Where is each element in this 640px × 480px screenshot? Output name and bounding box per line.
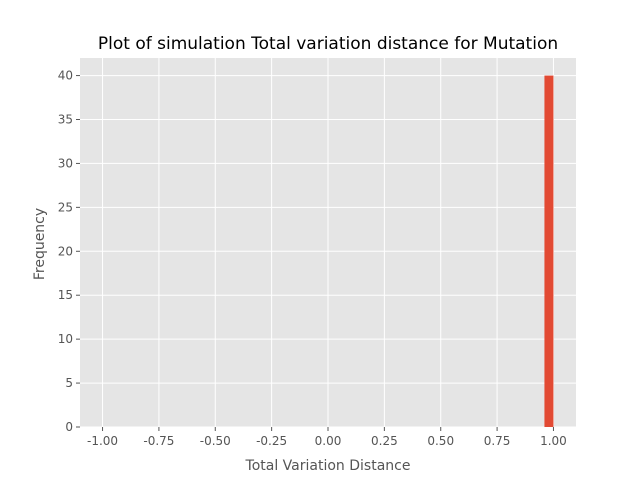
y-tick-label: 15: [58, 288, 73, 302]
x-tick-label: -0.25: [256, 434, 287, 448]
x-tick-label: -0.50: [200, 434, 231, 448]
x-tick-label: 0.25: [371, 434, 398, 448]
x-tick-label: -1.00: [87, 434, 118, 448]
y-tick-label: 20: [58, 244, 73, 258]
y-tick-label: 25: [58, 200, 73, 214]
bars: [544, 75, 554, 428]
x-tick-label: 1.00: [540, 434, 567, 448]
y-tick-label: 35: [58, 113, 73, 127]
y-tick-label: 10: [58, 332, 73, 346]
x-tick-label: 0.00: [315, 434, 342, 448]
y-tick-label: 30: [58, 156, 73, 170]
y-tick-label: 5: [65, 376, 73, 390]
y-tick-label: 40: [58, 69, 73, 83]
chart-title: Plot of simulation Total variation dista…: [98, 34, 558, 54]
x-tick-label: 0.50: [427, 434, 454, 448]
x-tick-label: 0.75: [484, 434, 511, 448]
histogram-bar: [544, 75, 554, 428]
y-axis-title: Frequency: [32, 208, 48, 280]
x-axis-ticks: -1.00 -0.75 -0.50 -0.25 0.00 0.25 0.50 0.75 1.00: [87, 427, 567, 448]
x-axis-title: Total Variation Distance: [245, 458, 411, 474]
y-tick-label: 0: [65, 420, 73, 434]
x-tick-label: -0.75: [143, 434, 174, 448]
y-axis-ticks: 0 5 10 15 20 25 30 35 40: [58, 69, 80, 434]
